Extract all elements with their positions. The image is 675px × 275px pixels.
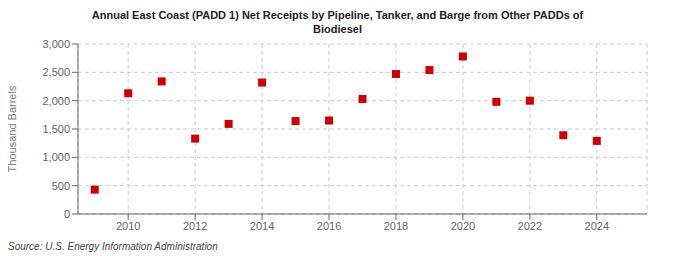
html-text:Biodiesel: Biodiesel	[313, 23, 362, 35]
svg-text:1,500: 1,500	[42, 123, 70, 135]
html-text:Annual East Coast (PADD 1) Net: Annual East Coast (PADD 1) Net Receipts …	[91, 9, 584, 21]
svg-text:0: 0	[64, 208, 70, 220]
svg-text:2014: 2014	[250, 220, 274, 232]
svg-text:2,000: 2,000	[42, 95, 70, 107]
svg-text:3,000: 3,000	[42, 38, 70, 50]
svg-text:2018: 2018	[384, 220, 408, 232]
svg-text:2020: 2020	[451, 220, 475, 232]
svg-text:2,500: 2,500	[42, 66, 70, 78]
svg-text:Thousand Barrels: Thousand Barrels	[8, 85, 18, 172]
svg-text:1,000: 1,000	[42, 151, 70, 163]
svg-text:2024: 2024	[585, 220, 609, 232]
svg-text:500: 500	[52, 180, 70, 192]
svg-text:2010: 2010	[116, 220, 140, 232]
svg-text:2016: 2016	[317, 220, 341, 232]
svg-text:2012: 2012	[183, 220, 207, 232]
html-text:Source: U.S. Energy Informatio: Source: U.S. Energy Information Administ…	[8, 241, 218, 252]
svg-text:2022: 2022	[518, 220, 542, 232]
